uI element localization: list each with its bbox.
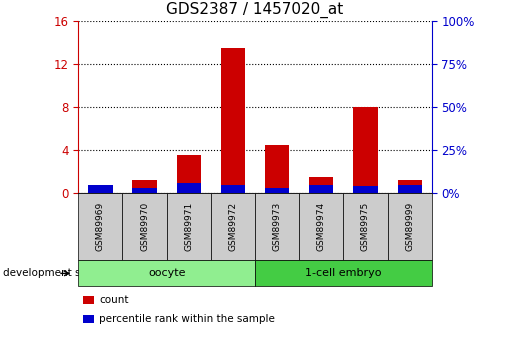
Text: GSM89975: GSM89975 (361, 202, 370, 252)
Text: oocyte: oocyte (148, 268, 185, 278)
Title: GDS2387 / 1457020_at: GDS2387 / 1457020_at (167, 2, 343, 18)
Text: percentile rank within the sample: percentile rank within the sample (99, 314, 275, 324)
Bar (177, 156, 201, 193)
Text: count: count (99, 295, 129, 305)
Text: 1-cell embryo: 1-cell embryo (305, 268, 382, 278)
Text: GSM89999: GSM89999 (405, 202, 414, 252)
Bar (177, 183, 201, 193)
Bar (265, 188, 289, 193)
Text: GSM89970: GSM89970 (140, 202, 149, 252)
Text: GSM89974: GSM89974 (317, 202, 326, 252)
Text: GSM89972: GSM89972 (228, 202, 237, 252)
Bar (397, 180, 422, 193)
Text: GSM89973: GSM89973 (273, 202, 282, 252)
Bar (309, 177, 333, 193)
Bar (354, 186, 378, 193)
Bar (397, 185, 422, 193)
Text: GSM89969: GSM89969 (96, 202, 105, 252)
Bar (221, 48, 245, 193)
Text: GSM89971: GSM89971 (184, 202, 193, 252)
Bar (88, 186, 113, 193)
Bar (354, 107, 378, 193)
Bar (221, 185, 245, 193)
Bar (309, 185, 333, 193)
Bar (88, 185, 113, 193)
Text: development stage: development stage (3, 268, 104, 278)
Bar (132, 180, 157, 193)
Bar (132, 188, 157, 193)
Bar (265, 145, 289, 193)
